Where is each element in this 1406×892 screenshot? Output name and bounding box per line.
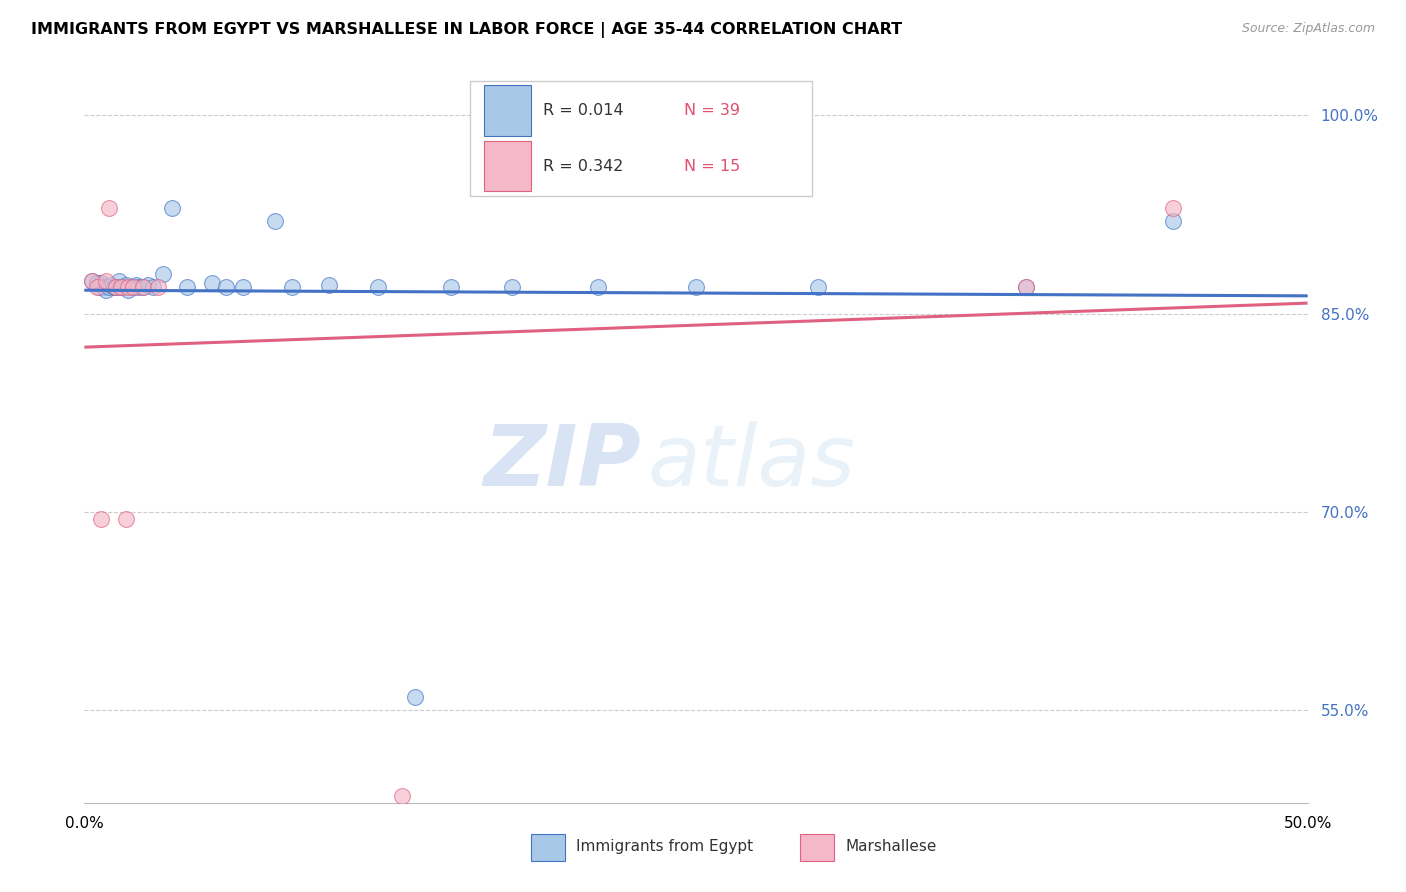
Point (162, 201, 184, 215)
Text: Marshallese: Marshallese (845, 839, 936, 854)
Point (87, 280, 110, 294)
Point (136, 277, 159, 292)
Point (807, 280, 830, 294)
Point (142, 280, 165, 294)
Text: IMMIGRANTS FROM EGYPT VS MARSHALLESE IN LABOR FORCE | AGE 35-44 CORRELATION CHAR: IMMIGRANTS FROM EGYPT VS MARSHALLESE IN … (31, 22, 903, 38)
Point (404, 690, 426, 704)
Point (97, 280, 120, 294)
FancyBboxPatch shape (470, 81, 813, 195)
Text: N = 39: N = 39 (683, 103, 740, 118)
Point (86, 277, 108, 291)
Text: R = 0.342: R = 0.342 (543, 159, 623, 174)
Point (90, 511, 112, 525)
Point (152, 267, 174, 281)
Text: ZIP: ZIP (484, 421, 641, 504)
Point (127, 280, 149, 294)
Point (146, 280, 169, 294)
Point (105, 280, 128, 294)
Point (232, 280, 254, 294)
Point (264, 214, 287, 228)
Point (440, 280, 463, 294)
Point (117, 283, 139, 297)
Bar (800, 834, 834, 861)
Point (281, 280, 304, 294)
Point (115, 511, 138, 525)
Point (97, 201, 120, 215)
Point (200, 277, 222, 291)
Point (367, 280, 389, 294)
Text: Immigrants from Egypt: Immigrants from Egypt (576, 839, 754, 854)
Bar (484, 86, 531, 136)
Text: R = 0.014: R = 0.014 (543, 103, 624, 118)
Point (1015, 280, 1038, 294)
Point (100, 277, 122, 292)
Bar (531, 834, 565, 861)
Text: N = 15: N = 15 (683, 159, 740, 174)
Point (96, 274, 118, 288)
Point (107, 274, 129, 288)
Point (103, 280, 125, 294)
Point (586, 280, 609, 294)
Point (215, 280, 238, 294)
Point (122, 280, 145, 294)
Point (132, 280, 155, 294)
Point (80, 274, 103, 288)
Text: atlas: atlas (647, 421, 855, 504)
Bar (484, 141, 531, 191)
Point (176, 280, 198, 294)
Point (1161, 214, 1184, 228)
Point (685, 280, 707, 294)
Point (1161, 201, 1184, 215)
Point (96, 283, 118, 297)
Point (93, 280, 115, 294)
Point (110, 280, 132, 294)
Point (86, 280, 108, 294)
Point (117, 280, 139, 294)
Point (125, 277, 148, 292)
Point (122, 280, 145, 294)
Point (1015, 280, 1038, 294)
Text: Source: ZipAtlas.com: Source: ZipAtlas.com (1241, 22, 1375, 36)
Point (502, 280, 524, 294)
Point (391, 789, 413, 804)
Point (112, 280, 135, 294)
Point (105, 280, 128, 294)
Point (80, 274, 103, 288)
Point (318, 277, 340, 292)
Point (115, 277, 138, 292)
Point (90, 277, 112, 291)
Point (132, 280, 155, 294)
Point (110, 280, 132, 294)
